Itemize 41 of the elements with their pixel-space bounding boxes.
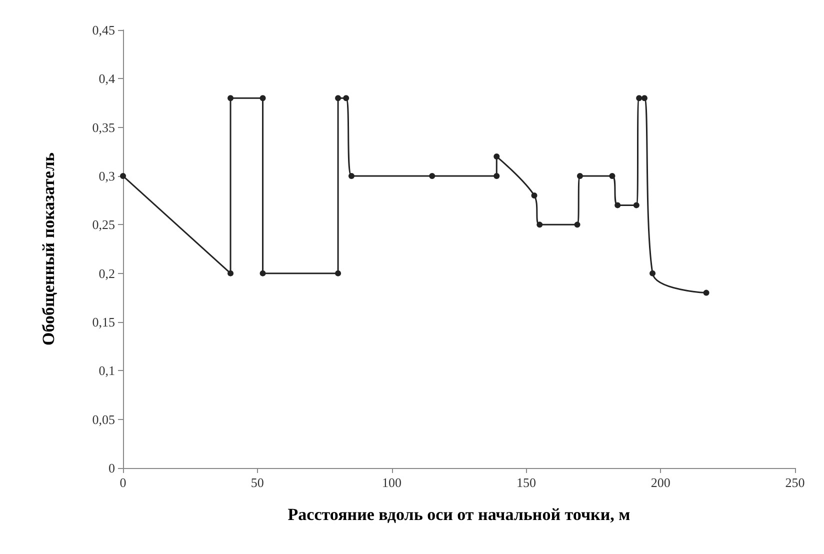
point xyxy=(260,270,266,276)
y-tick-label: 0,4 xyxy=(98,71,116,86)
point xyxy=(228,270,234,276)
y-tick-label: 0 xyxy=(108,460,115,476)
x-tick-label: 150 xyxy=(516,475,536,490)
point xyxy=(614,202,621,208)
point xyxy=(228,95,234,102)
point xyxy=(703,290,710,296)
point xyxy=(531,192,538,198)
y-tick-label: 0,05 xyxy=(92,412,115,427)
point xyxy=(641,95,648,102)
point xyxy=(636,95,642,102)
y-tick-label: 0,25 xyxy=(92,217,115,232)
x-axis-title: Расстояние вдоль оси от начальной точки, м xyxy=(288,505,631,524)
y-tick-label: 0,35 xyxy=(92,120,115,135)
point xyxy=(260,95,266,102)
point xyxy=(348,173,354,179)
point xyxy=(633,202,640,208)
y-tick-label: 0,2 xyxy=(98,266,115,281)
point xyxy=(494,173,500,179)
point xyxy=(574,222,580,228)
point xyxy=(120,173,126,179)
y-tick-label: 0,15 xyxy=(92,314,115,330)
point xyxy=(335,95,342,102)
point xyxy=(494,154,500,160)
y-tick-label: 0,45 xyxy=(92,22,115,38)
x-tick-label: 0 xyxy=(120,475,126,490)
y-axis-title: Обобщенный показатель xyxy=(39,152,58,346)
point xyxy=(609,173,616,179)
point xyxy=(343,95,350,102)
y-tick-label: 0,1 xyxy=(98,363,115,378)
point xyxy=(536,222,543,228)
x-tick-label: 250 xyxy=(785,475,805,490)
point xyxy=(650,270,656,276)
point xyxy=(576,173,583,179)
point xyxy=(429,173,436,179)
x-tick-label: 200 xyxy=(650,475,670,490)
x-tick-label: 100 xyxy=(382,475,402,490)
x-tick-label: 50 xyxy=(250,475,264,490)
y-tick-label: 0,3 xyxy=(98,168,115,184)
point xyxy=(335,270,342,276)
